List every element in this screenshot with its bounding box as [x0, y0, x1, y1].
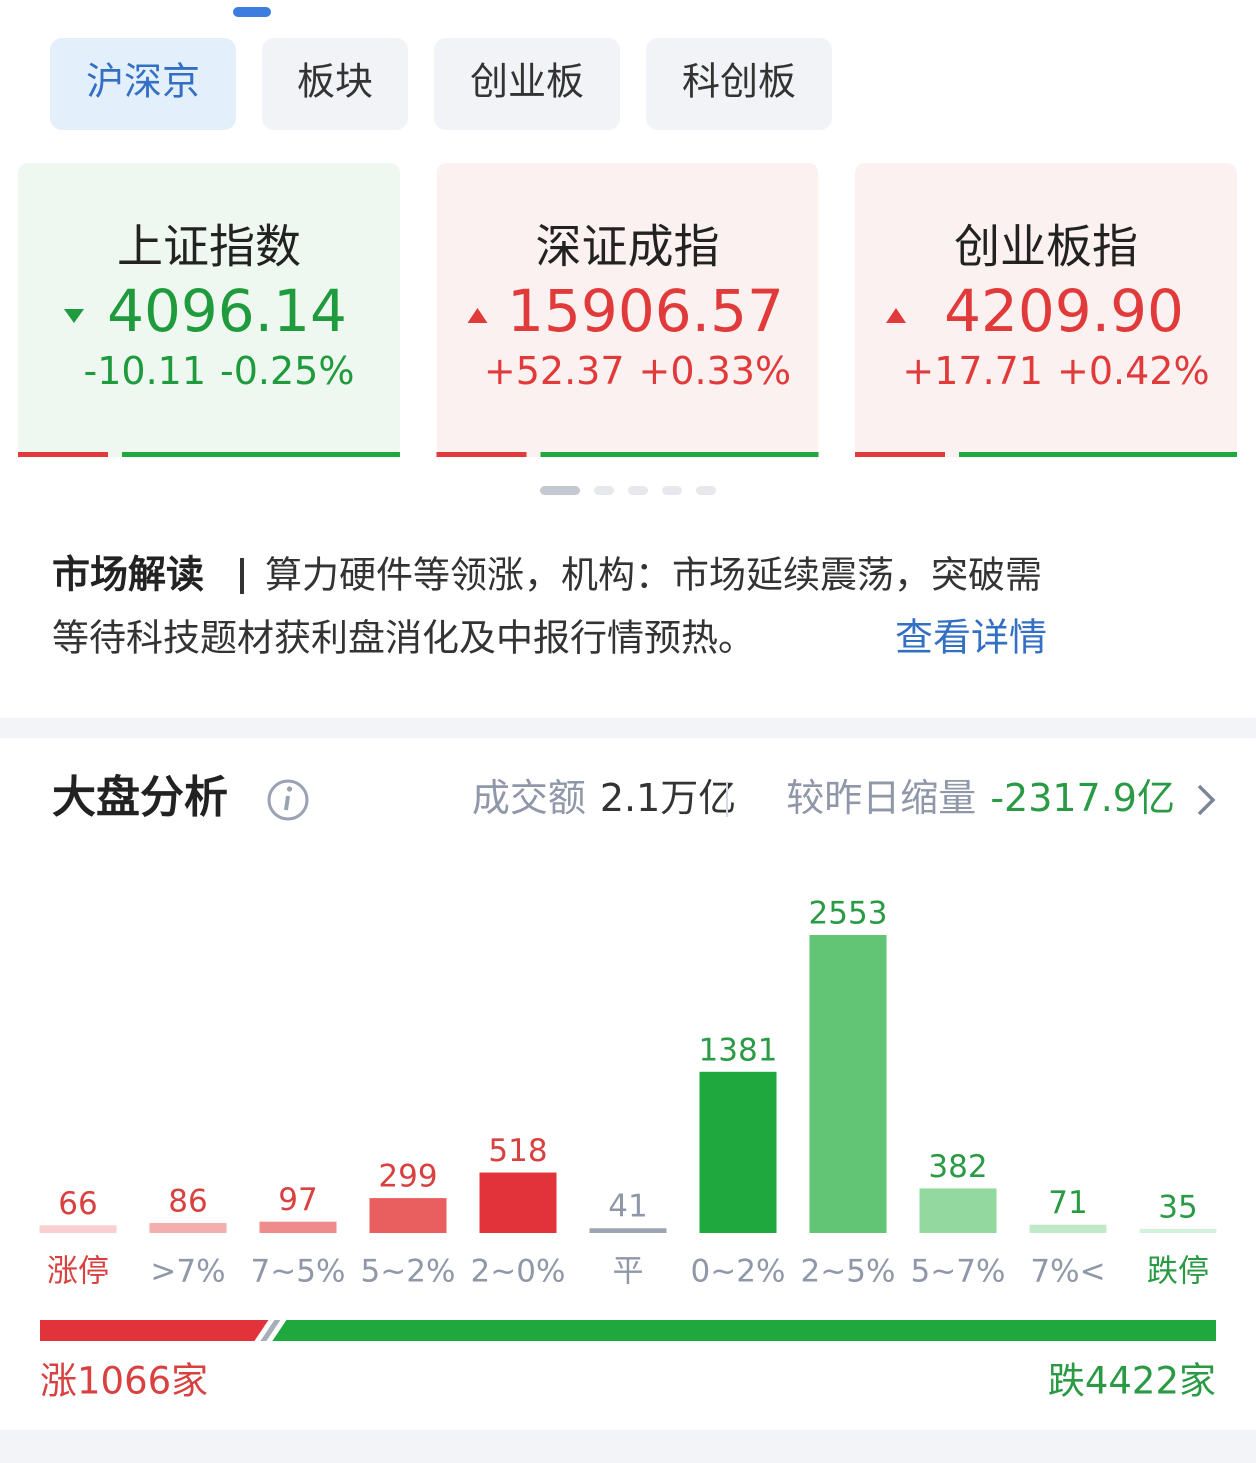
pager-dot — [628, 486, 648, 495]
reading-text: 算力硬件等领涨，机构：市场延续震荡，突破需 — [265, 554, 1042, 597]
card-stripe — [540, 452, 819, 457]
index-card[interactable] — [18, 163, 400, 457]
category-label: 5~7% — [911, 1254, 1006, 1290]
category-label: 平 — [613, 1254, 644, 1290]
arrow-down — [64, 309, 84, 323]
turnover-line[interactable]: 成交额 2.1万亿 较昨日缩量 -2317.9亿 — [472, 776, 1175, 820]
category-label: 2~5% — [801, 1254, 896, 1290]
bar — [479, 1172, 557, 1233]
index-change: -10.11 -0.25% — [84, 349, 355, 393]
tab[interactable] — [50, 38, 236, 130]
change: +17.71 — [902, 349, 1043, 393]
category-label: 0~2% — [691, 1254, 786, 1290]
turnover: 2.1万亿 — [600, 776, 736, 820]
up-count: 涨1066家 — [40, 1360, 208, 1403]
card-stripe — [18, 452, 108, 457]
category-label: 跌停 — [1147, 1254, 1209, 1290]
breadth-down — [272, 1320, 1216, 1341]
breadth-up — [40, 1320, 269, 1341]
reading-text: 等待科技题材获利盘消化及中报行情预热。 — [52, 617, 755, 660]
info-icon — [284, 795, 290, 811]
separator — [0, 1430, 1256, 1463]
card-stripe — [122, 452, 400, 457]
bar — [39, 1225, 117, 1233]
card-stripe — [959, 452, 1237, 457]
tab[interactable] — [646, 38, 832, 130]
info-icon — [286, 786, 293, 792]
value-label: 97 — [278, 1182, 317, 1218]
index-card[interactable] — [855, 163, 1237, 457]
value-label: 41 — [608, 1189, 647, 1225]
change: -10.11 — [84, 349, 207, 393]
value-label: 35 — [1158, 1189, 1197, 1225]
chevron[interactable] — [1197, 784, 1216, 816]
category-label: 7~5% — [251, 1254, 346, 1290]
info-icon[interactable] — [267, 779, 309, 821]
arrow-up — [886, 308, 906, 323]
tab-label: 科创板 — [682, 60, 796, 104]
index-change: +52.37 +0.33% — [484, 349, 791, 393]
reading-label: 市场解读 — [52, 553, 204, 597]
value-label: 2553 — [809, 896, 888, 932]
value-label: 1381 — [699, 1032, 778, 1068]
index-price: 15906.57 — [507, 277, 784, 345]
pager-dot — [662, 486, 682, 495]
value-label: 86 — [168, 1183, 207, 1219]
category-label: 涨停 — [47, 1254, 109, 1290]
compare: -2317.9亿 — [990, 776, 1175, 820]
bar — [259, 1221, 337, 1233]
bar — [589, 1228, 667, 1233]
value-label: 382 — [928, 1149, 987, 1185]
percent: -0.25% — [220, 349, 354, 393]
down-count: 跌4422家 — [1048, 1360, 1216, 1403]
detail-link[interactable]: 查看详情 — [895, 616, 1047, 660]
card-stripe — [855, 452, 945, 457]
compare-label: 较昨日缩量 — [786, 776, 976, 820]
category-label: 7%< — [1030, 1254, 1105, 1290]
bar — [149, 1222, 227, 1233]
index-change: +17.71 +0.42% — [902, 349, 1209, 393]
category-label: 2~0% — [471, 1254, 566, 1290]
pager-dot — [696, 486, 716, 495]
index-price: 4209.90 — [944, 277, 1184, 345]
separator — [0, 718, 1256, 738]
category-label: 5~2% — [361, 1254, 456, 1290]
index-name: 创业板指 — [954, 220, 1138, 274]
turnover-label: 成交额 — [472, 776, 586, 820]
divider — [240, 558, 244, 594]
tab[interactable] — [262, 38, 408, 130]
tab-label: 创业板 — [470, 60, 584, 104]
value-label: 518 — [488, 1133, 547, 1169]
value-label: 299 — [378, 1159, 437, 1195]
category-label: >7% — [150, 1254, 225, 1290]
index-name: 上证指数 — [117, 220, 301, 274]
index-card[interactable] — [436, 163, 819, 457]
pager-dot — [594, 486, 614, 495]
bar — [369, 1198, 447, 1233]
bar — [1029, 1224, 1107, 1233]
bar — [919, 1188, 997, 1233]
pager-dot — [540, 486, 580, 495]
breadth-gap — [260, 1320, 281, 1341]
bar — [699, 1071, 777, 1233]
analysis-title: 大盘分析 — [52, 772, 228, 823]
percent: +0.42% — [1057, 349, 1210, 393]
tab[interactable] — [434, 38, 620, 130]
bar — [809, 935, 887, 1233]
percent: +0.33% — [639, 349, 792, 393]
value-label: 66 — [58, 1186, 97, 1222]
card-stripe — [436, 452, 527, 457]
index-price: 4096.14 — [107, 277, 347, 345]
value-label: 71 — [1048, 1185, 1087, 1221]
tab-label: 板块 — [297, 60, 373, 104]
index-name: 深证成指 — [536, 220, 720, 274]
change: +52.37 — [484, 349, 625, 393]
tab-indicator — [233, 7, 271, 17]
bar — [1139, 1228, 1217, 1233]
arrow-up — [467, 308, 488, 323]
tab-label: 沪深京 — [86, 60, 200, 104]
